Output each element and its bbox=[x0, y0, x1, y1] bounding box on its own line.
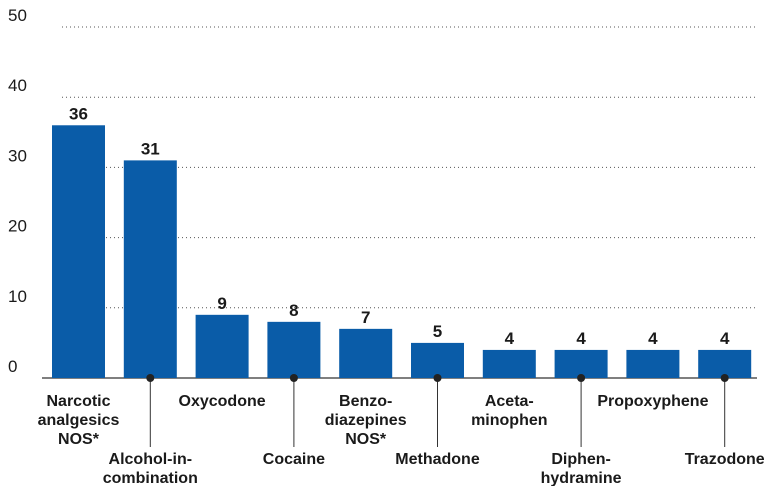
axis-dot bbox=[146, 374, 155, 382]
y-tick-label: 10 bbox=[8, 287, 27, 306]
bar bbox=[267, 321, 321, 378]
y-tick-label: 20 bbox=[8, 217, 27, 236]
x-tick-label: Oxycodone bbox=[179, 393, 266, 410]
y-tick-label: 0 bbox=[8, 357, 17, 376]
x-tick-label: NOS* bbox=[345, 431, 387, 448]
value-label: 5 bbox=[433, 322, 442, 341]
value-label: 4 bbox=[505, 329, 515, 348]
value-label: 7 bbox=[361, 308, 370, 327]
value-label: 4 bbox=[648, 329, 658, 348]
x-tick-label: hydramine bbox=[541, 470, 622, 486]
bar bbox=[554, 349, 608, 378]
axis-dot bbox=[720, 374, 729, 382]
x-tick-label: Narcotic bbox=[46, 393, 110, 410]
y-tick-label: 40 bbox=[8, 76, 27, 95]
x-tick-label: minophen bbox=[471, 412, 547, 429]
bar bbox=[52, 125, 105, 378]
axis-dot bbox=[289, 374, 298, 382]
x-tick-label: Methadone bbox=[395, 451, 480, 468]
axis-dot bbox=[577, 374, 586, 382]
x-tick-label: diazepines bbox=[325, 412, 407, 429]
y-tick-label: 30 bbox=[8, 146, 27, 165]
x-tick-label: Trazodone bbox=[685, 451, 764, 468]
value-label: 31 bbox=[141, 139, 160, 158]
x-tick-label: NOS* bbox=[58, 431, 100, 448]
x-tick-label: analgesics bbox=[38, 412, 120, 429]
bar bbox=[339, 328, 393, 378]
axis-dot bbox=[433, 374, 442, 382]
x-tick-label: Propoxyphene bbox=[597, 393, 708, 410]
value-label: 4 bbox=[720, 329, 730, 348]
bar bbox=[123, 160, 177, 378]
x-tick-label: combination bbox=[103, 470, 198, 486]
value-label: 36 bbox=[69, 104, 88, 123]
x-tick-label: Benzo- bbox=[339, 393, 392, 410]
x-tick-label: Cocaine bbox=[263, 451, 325, 468]
bar bbox=[698, 349, 752, 378]
bar bbox=[195, 314, 249, 378]
value-label: 4 bbox=[576, 329, 586, 348]
value-label: 8 bbox=[289, 301, 298, 320]
value-label: 9 bbox=[217, 294, 226, 313]
y-tick-label: 50 bbox=[8, 6, 27, 25]
x-tick-label: Diphen- bbox=[551, 451, 611, 468]
x-tick-label: Alcohol-in- bbox=[109, 451, 193, 468]
bar bbox=[482, 349, 536, 378]
x-tick-label: Aceta- bbox=[485, 393, 534, 410]
bar bbox=[626, 349, 680, 378]
bar bbox=[411, 342, 464, 378]
